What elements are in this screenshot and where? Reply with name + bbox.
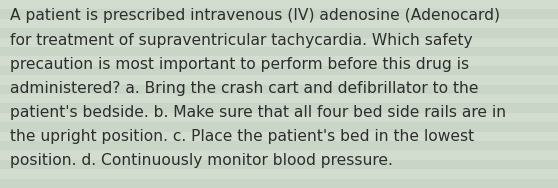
Bar — [0, 160, 558, 169]
Bar — [0, 113, 558, 122]
Bar — [0, 38, 558, 47]
Text: the upright position. c. Place the patient's bed in the lowest: the upright position. c. Place the patie… — [10, 129, 474, 144]
Bar — [0, 56, 558, 66]
Bar — [0, 19, 558, 28]
Bar — [0, 75, 558, 85]
Bar — [0, 47, 558, 56]
Text: patient's bedside. b. Make sure that all four bed side rails are in: patient's bedside. b. Make sure that all… — [10, 105, 506, 120]
Bar — [0, 85, 558, 94]
Bar — [0, 28, 558, 38]
Bar — [0, 0, 558, 9]
Bar — [0, 122, 558, 132]
Text: precaution is most important to perform before this drug is: precaution is most important to perform … — [10, 57, 469, 72]
Bar — [0, 169, 558, 179]
Bar — [0, 132, 558, 141]
Bar — [0, 150, 558, 160]
Bar — [0, 179, 558, 188]
Bar — [0, 9, 558, 19]
Bar — [0, 66, 558, 75]
Text: administered? a. Bring the crash cart and defibrillator to the: administered? a. Bring the crash cart an… — [10, 81, 479, 96]
Bar — [0, 103, 558, 113]
Text: position. d. Continuously monitor blood pressure.: position. d. Continuously monitor blood … — [10, 153, 393, 168]
Bar — [0, 141, 558, 150]
Bar — [0, 94, 558, 103]
Text: for treatment of supraventricular tachycardia. Which safety: for treatment of supraventricular tachyc… — [10, 33, 473, 48]
Text: A patient is prescribed intravenous (IV) adenosine (Adenocard): A patient is prescribed intravenous (IV)… — [10, 8, 500, 24]
